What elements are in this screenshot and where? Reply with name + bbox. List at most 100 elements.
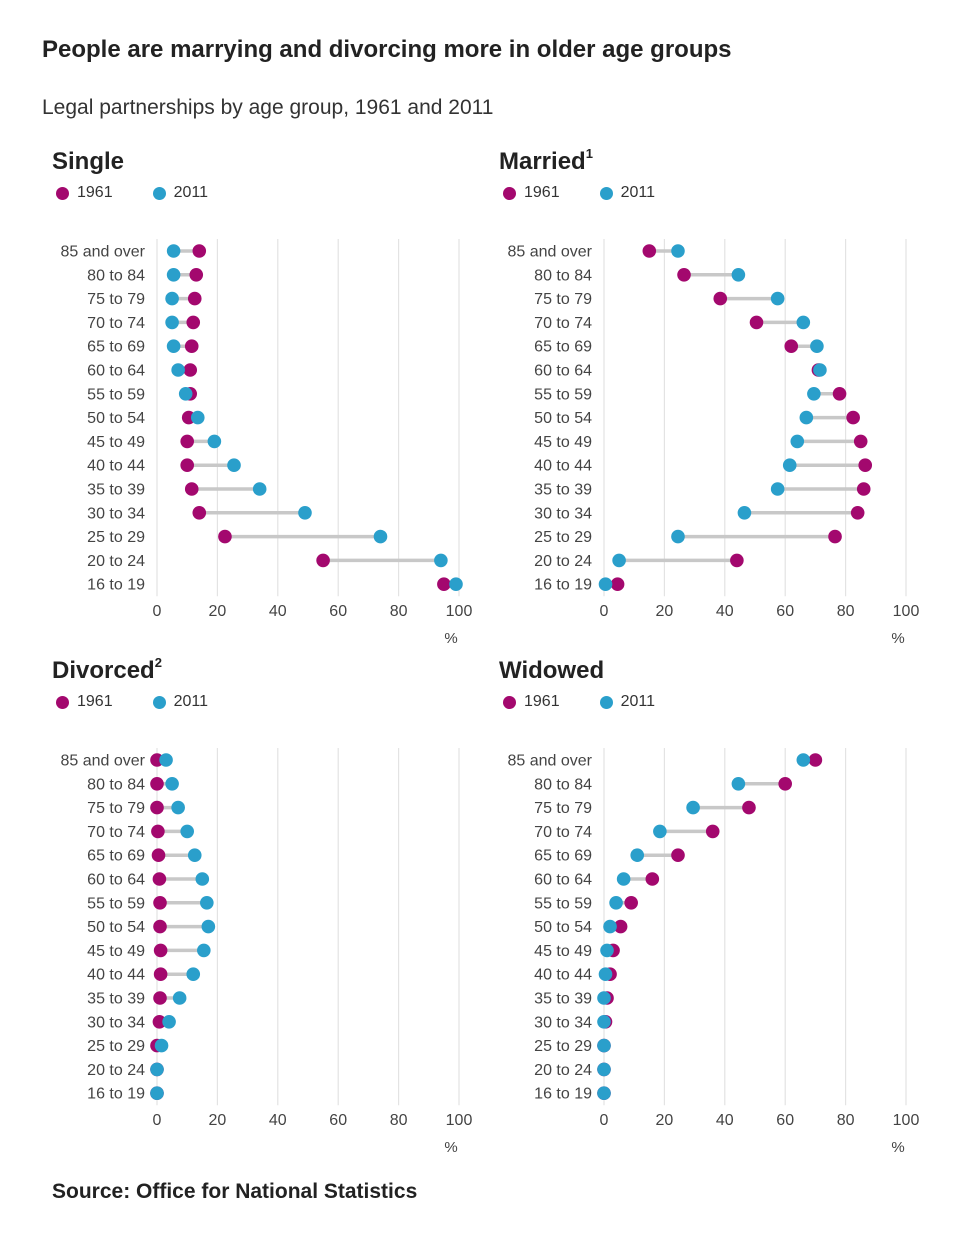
point-2011 — [172, 991, 187, 1005]
panel-title-text: Married — [499, 148, 586, 175]
point-2011 — [165, 291, 179, 306]
point-2011 — [737, 506, 752, 520]
x-tick-label: 60 — [329, 603, 347, 620]
y-category-label: 50 to 54 — [534, 410, 592, 427]
point-2011 — [195, 872, 210, 886]
y-category-label: 75 to 79 — [534, 291, 592, 308]
y-category-label: 85 and over — [60, 244, 145, 261]
point-1961 — [613, 919, 628, 934]
x-tick-label: 80 — [837, 1112, 855, 1129]
point-2011 — [598, 967, 613, 981]
y-category-label: 16 to 19 — [87, 1086, 145, 1103]
y-category-label: 60 to 64 — [534, 872, 592, 889]
point-1961 — [778, 777, 792, 791]
y-category-label: 20 to 24 — [534, 1062, 592, 1079]
x-tick-label: 80 — [390, 1112, 408, 1129]
y-category-label: 30 to 34 — [534, 1014, 592, 1031]
point-1961 — [218, 529, 232, 544]
point-2011 — [612, 553, 626, 568]
source-note: Source: Office for National Statistics — [52, 1180, 418, 1203]
y-category-label: 70 to 74 — [534, 824, 592, 841]
point-2011 — [166, 339, 181, 353]
y-category-label: 45 to 49 — [87, 434, 145, 451]
legend-label-1961: 1961 — [524, 184, 560, 201]
point-2011 — [810, 339, 824, 353]
point-1961 — [186, 315, 201, 330]
point-2011 — [180, 824, 194, 839]
point-2011 — [165, 315, 179, 330]
point-1961 — [316, 553, 330, 568]
point-2011 — [796, 753, 811, 767]
y-category-label: 55 to 59 — [534, 386, 592, 403]
point-2011 — [201, 919, 216, 934]
legend-label-2011: 2011 — [173, 184, 208, 201]
chart-panel-divorced: Divorced2 1961 2011 0 20 40 60 80 100% 85 and … — [52, 655, 502, 1157]
point-2011 — [790, 434, 805, 449]
y-category-label: 30 to 34 — [87, 505, 145, 522]
point-1961 — [624, 896, 638, 910]
page-title: People are marrying and divorcing more i… — [42, 36, 732, 63]
point-2011 — [598, 577, 613, 591]
legend-item-2011: 2011 — [599, 693, 655, 711]
point-1961 — [749, 315, 764, 330]
y-category-label: 35 to 39 — [534, 482, 592, 499]
legend-dot-1961 — [56, 695, 69, 709]
point-2011 — [171, 800, 185, 815]
legend: 1961 2011 — [56, 184, 248, 202]
legend-dot-2011 — [599, 186, 613, 200]
y-category-label: 65 to 69 — [87, 848, 145, 865]
point-2011 — [807, 387, 821, 401]
y-category-label: 75 to 79 — [87, 800, 145, 817]
x-unit-label: % — [444, 630, 457, 647]
point-2011 — [609, 896, 623, 910]
dot-plot-svg: 0 20 40 60 80 100% 85 and over 80 to 84 75 to 79… — [60, 748, 473, 1156]
y-category-label: 70 to 74 — [87, 824, 145, 841]
y-category-label: 45 to 49 — [534, 434, 592, 451]
page-subtitle: Legal partnerships by age group, 1961 an… — [42, 96, 494, 119]
y-category-label: 40 to 44 — [87, 967, 145, 984]
y-category-label: 50 to 54 — [87, 410, 145, 427]
panel-title-footnote: 1 — [585, 146, 593, 161]
point-1961 — [152, 872, 167, 886]
point-2011 — [252, 482, 267, 496]
panel-title-text: Single — [52, 148, 125, 175]
legend-label-2011: 2011 — [620, 693, 655, 710]
point-1961 — [645, 872, 660, 886]
y-category-label: 16 to 19 — [534, 577, 592, 594]
point-1961 — [153, 991, 167, 1005]
legend-item-1961: 1961 — [503, 693, 560, 711]
point-2011 — [171, 363, 185, 377]
y-category-label: 70 to 74 — [534, 315, 592, 332]
point-2011 — [671, 529, 685, 544]
y-category-label: 35 to 39 — [534, 991, 592, 1008]
point-2011 — [597, 1038, 611, 1053]
y-category-label: 60 to 64 — [87, 872, 145, 889]
point-1961 — [742, 800, 756, 815]
legend-dot-2011 — [152, 186, 166, 200]
y-category-label: 30 to 34 — [534, 505, 592, 522]
point-1961 — [808, 753, 823, 767]
point-2011 — [731, 268, 746, 282]
y-category-label: 40 to 44 — [534, 458, 592, 475]
point-1961 — [184, 482, 199, 496]
point-2011 — [154, 1038, 169, 1053]
point-2011 — [298, 506, 312, 520]
y-category-label: 75 to 79 — [87, 291, 145, 308]
x-tick-label: 20 — [656, 603, 674, 620]
point-1961 — [192, 244, 207, 258]
legend-label-1961: 1961 — [524, 693, 560, 710]
x-tick-label: 60 — [776, 1112, 794, 1129]
y-category-label: 70 to 74 — [87, 315, 145, 332]
point-2011 — [671, 244, 685, 258]
y-category-label: 50 to 54 — [87, 919, 145, 936]
x-tick-label: 20 — [209, 603, 227, 620]
point-2011 — [653, 824, 667, 839]
y-category-label: 45 to 49 — [534, 943, 592, 960]
y-category-label: 30 to 34 — [87, 1014, 145, 1031]
x-unit-label: % — [891, 1139, 904, 1156]
x-tick-label: 40 — [716, 603, 734, 620]
point-2011 — [373, 529, 388, 544]
point-1961 — [705, 824, 720, 839]
y-category-label: 40 to 44 — [534, 967, 592, 984]
x-tick-label: 100 — [446, 1112, 473, 1129]
